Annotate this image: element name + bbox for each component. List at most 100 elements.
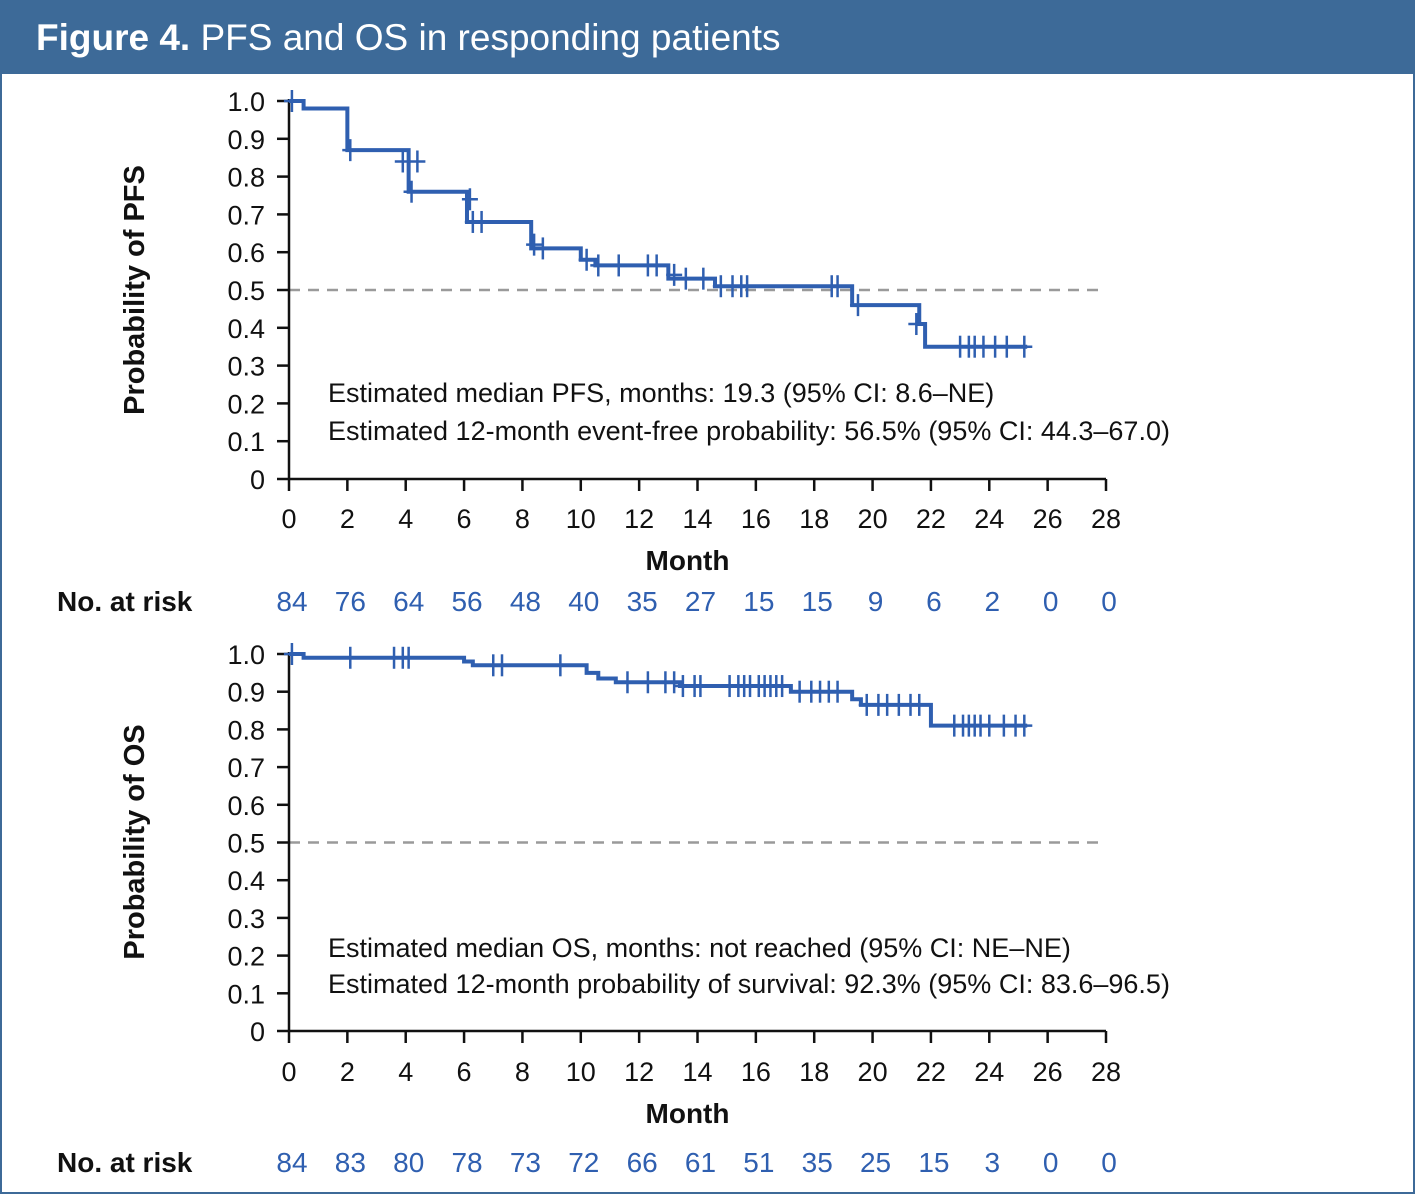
survival-curve [289, 99, 1028, 349]
y-tick-label: 0 [250, 465, 265, 495]
x-tick-label: 28 [1091, 1057, 1121, 1087]
y-tick-label: 0.4 [227, 314, 265, 344]
x-tick-label: 10 [566, 504, 596, 534]
at-risk-value: 15 [802, 586, 833, 617]
at-risk-value: 64 [393, 586, 424, 617]
at-risk-value: 83 [335, 1147, 366, 1178]
at-risk-value: 15 [743, 586, 774, 617]
at-risk-value: 0 [1043, 1147, 1059, 1178]
x-tick-label: 0 [281, 504, 296, 534]
at-risk-value: 0 [1043, 586, 1059, 617]
x-tick-label: 24 [974, 1057, 1004, 1087]
at-risk-value: 84 [276, 586, 307, 617]
y-tick-label: 0.3 [227, 352, 265, 382]
at-risk-value: 0 [1101, 1147, 1117, 1178]
y-tick-label: 0.4 [227, 866, 265, 896]
at-risk-value: 61 [685, 1147, 716, 1178]
x-tick-label: 6 [457, 504, 472, 534]
y-axis-label: Probability of PFS [119, 165, 151, 415]
at-risk-value: 72 [568, 1147, 599, 1178]
x-tick-label: 20 [858, 1057, 888, 1087]
y-tick-label: 0 [250, 1017, 265, 1047]
at-risk-value: 35 [627, 586, 658, 617]
figure-header: Figure 4. PFS and OS in responding patie… [2, 2, 1413, 74]
at-risk-value: 35 [802, 1147, 833, 1178]
x-tick-label: 6 [457, 1057, 472, 1087]
x-tick-label: 12 [624, 504, 654, 534]
at-risk-value: 78 [451, 1147, 482, 1178]
x-tick-label: 4 [398, 504, 413, 534]
x-tick-label: 26 [1033, 504, 1063, 534]
y-tick-label: 0.8 [227, 715, 265, 745]
y-tick-label: 0.2 [227, 942, 265, 972]
x-tick-label: 18 [799, 1057, 829, 1087]
estimate-annotation: Estimated 12-month probability of surviv… [328, 969, 1170, 999]
x-tick-label: 8 [515, 504, 530, 534]
at-risk-value: 9 [868, 586, 884, 617]
x-tick-label: 16 [741, 504, 771, 534]
figure-label: Figure 4. [36, 17, 191, 58]
estimate-annotation: Estimated 12-month event-free probabilit… [328, 416, 1170, 446]
x-tick-label: 20 [858, 504, 888, 534]
x-tick-label: 22 [916, 1057, 946, 1087]
at-risk-value: 40 [568, 586, 599, 617]
figure-title: Figure 4. PFS and OS in responding patie… [36, 16, 781, 60]
y-tick-label: 1.0 [227, 87, 265, 117]
y-tick-label: 0.8 [227, 163, 265, 193]
x-tick-label: 4 [398, 1057, 413, 1087]
at-risk-value: 51 [743, 1147, 774, 1178]
y-tick-label: 0.9 [227, 678, 265, 708]
at-risk-value: 3 [984, 1147, 1000, 1178]
y-tick-label: 0.1 [227, 427, 265, 457]
x-tick-label: 16 [741, 1057, 771, 1087]
y-axis-label: Probability of OS [119, 724, 151, 959]
at-risk-value: 0 [1101, 586, 1117, 617]
at-risk-value: 25 [860, 1147, 891, 1178]
x-tick-label: 10 [566, 1057, 596, 1087]
at-risk-value: 84 [276, 1147, 307, 1178]
y-tick-label: 0.3 [227, 904, 265, 934]
estimate-annotation: Estimated median PFS, months: 19.3 (95% … [328, 378, 994, 408]
at-risk-label: No. at risk [57, 1147, 193, 1178]
y-tick-label: 0.5 [227, 829, 265, 859]
figure-title-text: PFS and OS in responding patients [200, 17, 781, 58]
at-risk-value: 73 [510, 1147, 541, 1178]
estimate-annotation: Estimated median OS, months: not reached… [328, 933, 1071, 963]
at-risk-value: 6 [926, 586, 942, 617]
x-tick-label: 26 [1033, 1057, 1063, 1087]
x-tick-label: 24 [974, 504, 1004, 534]
at-risk-value: 2 [984, 586, 1000, 617]
x-tick-label: 8 [515, 1057, 530, 1087]
x-tick-label: 22 [916, 504, 946, 534]
at-risk-value: 48 [510, 586, 541, 617]
y-tick-label: 0.2 [227, 389, 265, 419]
at-risk-label: No. at risk [57, 586, 193, 617]
x-tick-label: 2 [340, 1057, 355, 1087]
y-tick-label: 0.9 [227, 125, 265, 155]
x-tick-label: 0 [281, 1057, 296, 1087]
os-chart: 00.10.20.30.40.50.60.70.80.91.00 2 4 6 8 10 12… [57, 640, 1170, 1178]
y-tick-label: 0.5 [227, 276, 265, 306]
at-risk-value: 56 [451, 586, 482, 617]
x-axis-label: Month [646, 545, 730, 576]
y-tick-label: 0.7 [227, 753, 265, 783]
at-risk-value: 76 [335, 586, 366, 617]
at-risk-value: 27 [685, 586, 716, 617]
y-tick-label: 0.1 [227, 979, 265, 1009]
at-risk-value: 15 [918, 1147, 949, 1178]
x-tick-label: 28 [1091, 504, 1121, 534]
pfs-chart: 00.10.20.30.40.50.60.70.80.91.00 2 4 6 8 10 12… [57, 87, 1170, 617]
x-tick-label: 14 [682, 504, 712, 534]
y-tick-label: 1.0 [227, 640, 265, 670]
survival-curve [289, 652, 1028, 728]
x-tick-label: 2 [340, 504, 355, 534]
x-axis-label: Month [646, 1098, 730, 1129]
x-tick-label: 18 [799, 504, 829, 534]
at-risk-value: 66 [627, 1147, 658, 1178]
at-risk-value: 80 [393, 1147, 424, 1178]
y-tick-label: 0.6 [227, 791, 265, 821]
x-tick-label: 14 [682, 1057, 712, 1087]
y-tick-label: 0.7 [227, 200, 265, 230]
